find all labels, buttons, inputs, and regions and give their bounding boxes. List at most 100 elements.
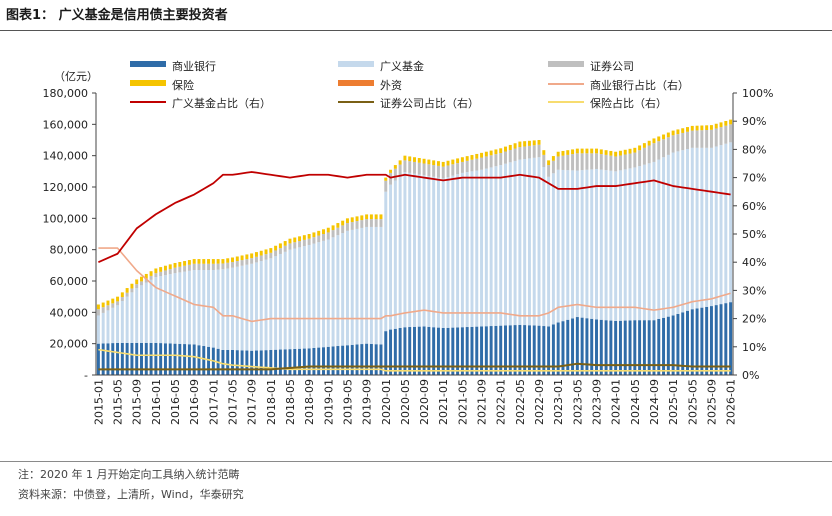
- bar-bank: [202, 346, 206, 375]
- bar-fund: [456, 174, 460, 328]
- bar-fund: [183, 271, 187, 345]
- bar-broker: [365, 219, 369, 227]
- bar-bank: [326, 346, 330, 375]
- bar-insurance: [274, 245, 278, 251]
- y-tick-label: 180,000: [43, 87, 89, 100]
- bar-fund: [413, 173, 416, 327]
- y-tick-label: 140,000: [43, 150, 89, 163]
- bar-fund: [647, 163, 651, 321]
- bar-broker: [259, 255, 263, 262]
- x-tick-label: 2015-09: [131, 379, 144, 425]
- bar-fund: [240, 265, 244, 351]
- bar-fund: [618, 170, 622, 321]
- bar-insurance: [714, 123, 718, 129]
- bar-bank: [623, 320, 627, 375]
- bar-bank: [163, 343, 167, 375]
- bar-insurance: [384, 177, 388, 181]
- bar-bank: [379, 344, 383, 375]
- bar-insurance: [662, 134, 666, 140]
- bar-broker: [441, 166, 445, 179]
- bar-insurance: [470, 155, 474, 160]
- bar-broker: [494, 154, 498, 167]
- bar-insurance: [197, 259, 201, 264]
- bar-broker: [614, 156, 618, 172]
- bar-insurance: [551, 156, 555, 161]
- bar-bank: [96, 343, 100, 375]
- bar-bank: [360, 344, 364, 375]
- bar-bank: [283, 349, 287, 375]
- bar-insurance: [231, 257, 234, 263]
- bar-fund: [676, 151, 680, 314]
- bar-broker: [130, 288, 134, 293]
- bar-insurance: [604, 150, 608, 155]
- x-tick-label: 2016-05: [169, 379, 182, 425]
- bar-insurance: [187, 260, 191, 265]
- bar-insurance: [298, 236, 302, 242]
- bar-insurance: [480, 152, 484, 158]
- bar-bank: [187, 344, 191, 375]
- bar-broker: [628, 153, 632, 169]
- bar-broker: [729, 124, 733, 143]
- bar-fund: [149, 279, 153, 343]
- bar-insurance: [360, 215, 364, 221]
- bar-insurance: [628, 148, 632, 154]
- legend-label: 证券公司: [590, 59, 634, 73]
- bar-fund: [312, 243, 316, 348]
- y-tick-label: 80,000: [50, 244, 89, 257]
- bar-insurance: [609, 150, 613, 156]
- bar-fund: [494, 166, 498, 326]
- bar-bank: [451, 327, 455, 375]
- x-tick-label: 2016-01: [150, 379, 163, 425]
- bar-insurance: [494, 149, 498, 155]
- bar-fund: [211, 270, 215, 348]
- bar-broker: [556, 156, 560, 170]
- legend-label: 广义基金: [380, 59, 424, 73]
- bar-broker: [580, 153, 584, 171]
- bar-broker: [144, 278, 148, 283]
- bar-bank: [585, 318, 589, 375]
- y2-tick-label: 80%: [742, 143, 766, 156]
- bar-insurance: [566, 150, 570, 155]
- bar-fund: [666, 154, 670, 317]
- bar-broker: [657, 141, 661, 160]
- bar-bank: [116, 342, 120, 375]
- bar-broker: [96, 309, 100, 316]
- bar-fund: [700, 147, 704, 308]
- bar-broker: [135, 284, 139, 289]
- bar-insurance: [178, 262, 182, 267]
- bar-fund: [604, 170, 608, 321]
- footer-rule: [0, 461, 832, 462]
- x-tick-label: 2023-05: [571, 379, 584, 425]
- x-tick-label: 2023-01: [552, 379, 565, 425]
- bar-fund: [475, 170, 479, 327]
- bar-broker: [393, 168, 397, 181]
- bar-fund: [460, 172, 464, 328]
- bar-insurance: [614, 151, 618, 157]
- bar-fund: [221, 269, 225, 350]
- bar-insurance: [618, 150, 622, 156]
- bar-bank: [436, 327, 440, 375]
- bar-fund: [345, 230, 349, 346]
- bar-broker: [413, 161, 416, 174]
- bar-insurance: [159, 267, 163, 272]
- bar-insurance: [254, 252, 258, 257]
- bar-bank: [729, 302, 733, 375]
- bar-bank: [686, 310, 689, 375]
- bar-insurance: [504, 146, 507, 152]
- bar-insurance: [336, 223, 340, 228]
- bar-fund: [695, 147, 699, 309]
- bar-fund: [729, 142, 733, 303]
- bar-fund: [427, 176, 431, 327]
- bar-fund: [408, 172, 412, 328]
- x-tick-label: 2017-01: [207, 379, 220, 425]
- bar-insurance: [652, 138, 656, 144]
- bar-fund: [269, 258, 273, 350]
- bar-bank: [542, 326, 546, 375]
- bar-insurance: [729, 119, 733, 125]
- bar-insurance: [288, 238, 292, 244]
- bar-broker: [724, 125, 728, 144]
- bar-bank: [302, 348, 306, 375]
- bar-broker: [604, 154, 608, 171]
- bar-insurance: [293, 237, 297, 243]
- bar-bank: [465, 327, 469, 375]
